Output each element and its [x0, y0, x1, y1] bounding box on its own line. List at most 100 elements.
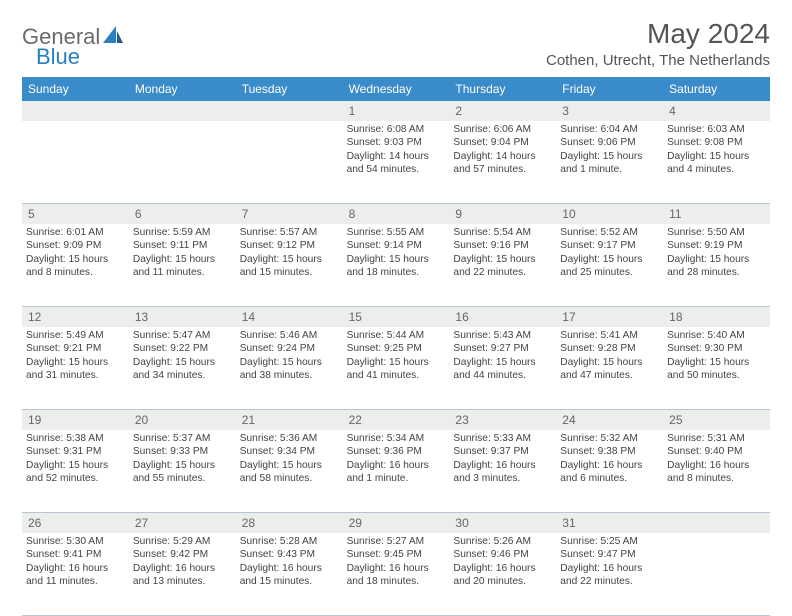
- day-number: 26: [22, 513, 129, 533]
- day-cell: Sunrise: 5:34 AMSunset: 9:36 PMDaylight:…: [343, 430, 450, 512]
- day-number: [663, 513, 770, 533]
- day-body: Sunrise: 5:57 AMSunset: 9:12 PMDaylight:…: [240, 224, 339, 280]
- day-body: Sunrise: 5:47 AMSunset: 9:22 PMDaylight:…: [133, 327, 232, 383]
- day-number: 4: [663, 101, 770, 121]
- day-cell: Sunrise: 6:08 AMSunset: 9:03 PMDaylight:…: [343, 121, 450, 203]
- daylight-text: Daylight: 15 hours and 15 minutes.: [240, 253, 339, 280]
- day-body: Sunrise: 5:30 AMSunset: 9:41 PMDaylight:…: [26, 533, 125, 589]
- sunset-text: Sunset: 9:11 PM: [133, 239, 232, 252]
- header: General May 2024 Cothen, Utrecht, The Ne…: [22, 18, 770, 69]
- sunset-text: Sunset: 9:37 PM: [453, 445, 552, 458]
- sunrise-text: Sunrise: 5:29 AM: [133, 535, 232, 548]
- daylight-text: Daylight: 15 hours and 22 minutes.: [453, 253, 552, 280]
- sunrise-text: Sunrise: 5:40 AM: [667, 329, 766, 342]
- day-cell: Sunrise: 5:46 AMSunset: 9:24 PMDaylight:…: [236, 327, 343, 409]
- day-number: 29: [343, 513, 450, 533]
- day-cell: Sunrise: 6:01 AMSunset: 9:09 PMDaylight:…: [22, 224, 129, 306]
- sunrise-text: Sunrise: 5:31 AM: [667, 432, 766, 445]
- day-cell: Sunrise: 5:30 AMSunset: 9:41 PMDaylight:…: [22, 533, 129, 615]
- daylight-text: Daylight: 15 hours and 18 minutes.: [347, 253, 446, 280]
- day-cell: Sunrise: 6:03 AMSunset: 9:08 PMDaylight:…: [663, 121, 770, 203]
- sunrise-text: Sunrise: 5:25 AM: [560, 535, 659, 548]
- sunrise-text: Sunrise: 6:01 AM: [26, 226, 125, 239]
- day-body: Sunrise: 5:43 AMSunset: 9:27 PMDaylight:…: [453, 327, 552, 383]
- day-body: Sunrise: 5:36 AMSunset: 9:34 PMDaylight:…: [240, 430, 339, 486]
- day-cell: [129, 121, 236, 203]
- sunrise-text: Sunrise: 5:47 AM: [133, 329, 232, 342]
- sunrise-text: Sunrise: 5:34 AM: [347, 432, 446, 445]
- sunrise-text: Sunrise: 5:27 AM: [347, 535, 446, 548]
- daylight-text: Daylight: 15 hours and 50 minutes.: [667, 356, 766, 383]
- week-row: Sunrise: 6:08 AMSunset: 9:03 PMDaylight:…: [22, 121, 770, 204]
- daylight-text: Daylight: 14 hours and 57 minutes.: [453, 150, 552, 177]
- daylight-text: Daylight: 15 hours and 25 minutes.: [560, 253, 659, 280]
- day-cell: Sunrise: 5:55 AMSunset: 9:14 PMDaylight:…: [343, 224, 450, 306]
- day-number: 2: [449, 101, 556, 121]
- month-title: May 2024: [546, 18, 770, 50]
- daylight-text: Daylight: 16 hours and 20 minutes.: [453, 562, 552, 589]
- day-cell: Sunrise: 5:31 AMSunset: 9:40 PMDaylight:…: [663, 430, 770, 512]
- sunset-text: Sunset: 9:09 PM: [26, 239, 125, 252]
- day-body: [240, 121, 339, 123]
- day-cell: Sunrise: 5:43 AMSunset: 9:27 PMDaylight:…: [449, 327, 556, 409]
- day-body: Sunrise: 5:31 AMSunset: 9:40 PMDaylight:…: [667, 430, 766, 486]
- weekday-wednesday: Wednesday: [343, 77, 450, 101]
- daylight-text: Daylight: 16 hours and 18 minutes.: [347, 562, 446, 589]
- sunset-text: Sunset: 9:12 PM: [240, 239, 339, 252]
- day-number: [236, 101, 343, 121]
- sunrise-text: Sunrise: 5:30 AM: [26, 535, 125, 548]
- day-body: Sunrise: 5:25 AMSunset: 9:47 PMDaylight:…: [560, 533, 659, 589]
- sunrise-text: Sunrise: 5:28 AM: [240, 535, 339, 548]
- day-cell: Sunrise: 5:33 AMSunset: 9:37 PMDaylight:…: [449, 430, 556, 512]
- week-row: Sunrise: 5:30 AMSunset: 9:41 PMDaylight:…: [22, 533, 770, 616]
- day-cell: Sunrise: 5:27 AMSunset: 9:45 PMDaylight:…: [343, 533, 450, 615]
- logo-text-blue: Blue: [36, 44, 80, 69]
- day-body: Sunrise: 5:49 AMSunset: 9:21 PMDaylight:…: [26, 327, 125, 383]
- day-body: Sunrise: 6:08 AMSunset: 9:03 PMDaylight:…: [347, 121, 446, 177]
- day-cell: Sunrise: 5:52 AMSunset: 9:17 PMDaylight:…: [556, 224, 663, 306]
- day-cell: Sunrise: 5:47 AMSunset: 9:22 PMDaylight:…: [129, 327, 236, 409]
- day-body: Sunrise: 6:03 AMSunset: 9:08 PMDaylight:…: [667, 121, 766, 177]
- daylight-text: Daylight: 16 hours and 11 minutes.: [26, 562, 125, 589]
- day-cell: Sunrise: 6:04 AMSunset: 9:06 PMDaylight:…: [556, 121, 663, 203]
- day-body: Sunrise: 5:44 AMSunset: 9:25 PMDaylight:…: [347, 327, 446, 383]
- daylight-text: Daylight: 15 hours and 11 minutes.: [133, 253, 232, 280]
- sunrise-text: Sunrise: 5:41 AM: [560, 329, 659, 342]
- day-body: [667, 533, 766, 535]
- day-cell: [236, 121, 343, 203]
- day-number: 17: [556, 307, 663, 327]
- day-cell: Sunrise: 5:59 AMSunset: 9:11 PMDaylight:…: [129, 224, 236, 306]
- daylight-text: Daylight: 14 hours and 54 minutes.: [347, 150, 446, 177]
- day-cell: Sunrise: 5:29 AMSunset: 9:42 PMDaylight:…: [129, 533, 236, 615]
- day-number: 1: [343, 101, 450, 121]
- sunset-text: Sunset: 9:40 PM: [667, 445, 766, 458]
- sunset-text: Sunset: 9:41 PM: [26, 548, 125, 561]
- sunset-text: Sunset: 9:38 PM: [560, 445, 659, 458]
- day-cell: Sunrise: 5:37 AMSunset: 9:33 PMDaylight:…: [129, 430, 236, 512]
- daylight-text: Daylight: 15 hours and 44 minutes.: [453, 356, 552, 383]
- logo-text-blue-wrap: Blue: [38, 44, 80, 70]
- day-number: 10: [556, 204, 663, 224]
- day-number: 13: [129, 307, 236, 327]
- sunrise-text: Sunrise: 6:06 AM: [453, 123, 552, 136]
- daylight-text: Daylight: 15 hours and 1 minute.: [560, 150, 659, 177]
- day-body: Sunrise: 5:33 AMSunset: 9:37 PMDaylight:…: [453, 430, 552, 486]
- daynum-strip: 19202122232425: [22, 410, 770, 430]
- day-body: Sunrise: 6:04 AMSunset: 9:06 PMDaylight:…: [560, 121, 659, 177]
- day-body: [26, 121, 125, 123]
- day-body: Sunrise: 6:01 AMSunset: 9:09 PMDaylight:…: [26, 224, 125, 280]
- day-number: 27: [129, 513, 236, 533]
- sunset-text: Sunset: 9:16 PM: [453, 239, 552, 252]
- daylight-text: Daylight: 15 hours and 8 minutes.: [26, 253, 125, 280]
- day-number: 30: [449, 513, 556, 533]
- day-number: 6: [129, 204, 236, 224]
- day-body: Sunrise: 5:29 AMSunset: 9:42 PMDaylight:…: [133, 533, 232, 589]
- day-body: Sunrise: 5:26 AMSunset: 9:46 PMDaylight:…: [453, 533, 552, 589]
- sunrise-text: Sunrise: 5:46 AM: [240, 329, 339, 342]
- sunset-text: Sunset: 9:47 PM: [560, 548, 659, 561]
- daylight-text: Daylight: 15 hours and 31 minutes.: [26, 356, 125, 383]
- sunset-text: Sunset: 9:24 PM: [240, 342, 339, 355]
- week-row: Sunrise: 5:49 AMSunset: 9:21 PMDaylight:…: [22, 327, 770, 410]
- weekday-monday: Monday: [129, 77, 236, 101]
- daynum-strip: 1234: [22, 101, 770, 121]
